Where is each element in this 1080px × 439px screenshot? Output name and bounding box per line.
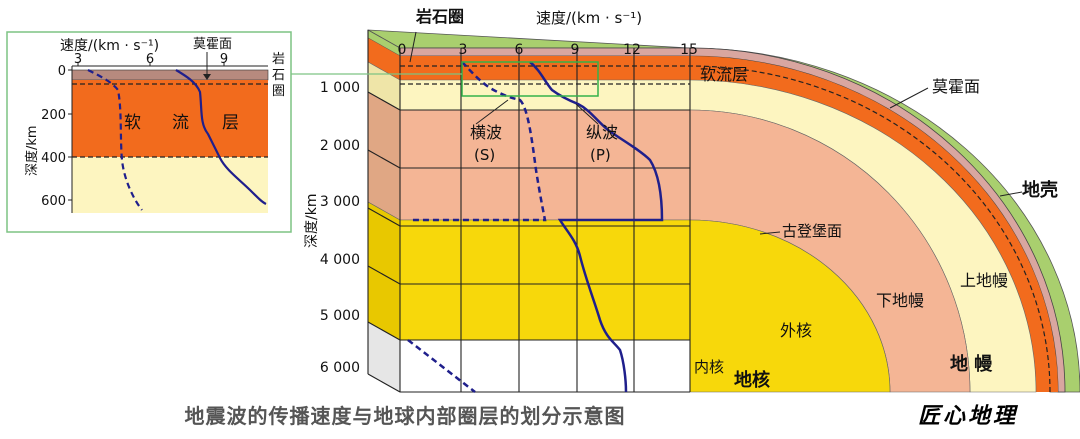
inset-moho-label: 莫霍面: [193, 37, 232, 52]
s-wave-symbol: (S): [474, 146, 495, 164]
outer-core-label: 外核: [780, 321, 812, 340]
inset-speed-tick: 6: [146, 52, 154, 67]
inset-asthenosphere-char: 层: [222, 113, 239, 133]
inset-asthenosphere-band: [72, 80, 268, 157]
p-wave-symbol: (P): [590, 146, 611, 164]
depth-tick: 4 000: [320, 252, 360, 268]
main-depth-axis-label: 深度/km: [304, 194, 320, 248]
depth-tick: 5 000: [320, 308, 360, 324]
inset-depth-tick: 0: [58, 64, 66, 79]
moho-label: 莫霍面: [932, 77, 980, 96]
inset-lithosphere-char: 岩: [272, 52, 285, 67]
speed-tick: 12: [623, 42, 641, 58]
inset-lithosphere-band: [71, 69, 269, 81]
mantle-label: 地 幔: [950, 353, 993, 375]
p-wave-pointer: [575, 103, 599, 125]
inner-core-label: 内核: [694, 358, 724, 376]
depth-tick: 1 000: [320, 80, 360, 96]
main-depth-ticks: 1 000 2 000 3 000 4 000 5 000 6 000: [320, 80, 360, 376]
s-wave-inner-core: [407, 339, 476, 393]
depth-tick: 3 000: [320, 194, 360, 210]
earth-wedge: [270, 29, 1080, 393]
inset-p-wave: [175, 69, 267, 205]
s-wave-label: 横波: [470, 123, 502, 142]
inset-speed-tick: 3: [74, 52, 82, 67]
side-face-asthenosphere: [368, 38, 400, 80]
speed-tick: 6: [515, 42, 524, 58]
upper-mantle-label: 上地幔: [960, 271, 1008, 290]
inset-lithosphere-char: 石: [272, 68, 285, 83]
side-face-lower-mantle: [367, 91, 401, 221]
inset-lithosphere-char: 圈: [272, 84, 285, 99]
inset-speed-tick: 9: [220, 52, 228, 67]
inset-tick-marks: [68, 62, 225, 201]
inset-depth-axis-label: 深度/km: [24, 125, 40, 176]
inset-panel: [6, 31, 292, 233]
gutenberg-label: 古登堡面: [782, 222, 842, 240]
s-wave-pointer: [475, 99, 509, 125]
inset-asthenosphere-char: 流: [172, 113, 189, 133]
p-wave-curve: [529, 61, 664, 393]
speed-tick: 3: [459, 42, 468, 58]
signature-logo: 匠心地理: [918, 403, 1019, 429]
lower-mantle-label: 下地幔: [876, 291, 924, 310]
core-label: 地核: [734, 369, 770, 391]
inset-speed-axis-label: 速度/(km · s⁻¹): [60, 38, 159, 54]
crust-pointer: [999, 191, 1023, 197]
s-wave-curve: [410, 61, 547, 222]
inset-s-wave: [87, 69, 143, 211]
moho-pointer: [889, 87, 929, 109]
main-speed-axis-label: 速度/(km · s⁻¹): [536, 9, 642, 27]
asthenosphere-label: 软流层: [700, 65, 748, 84]
main-speed-ticks: 0 3 6 9 12 15: [398, 42, 698, 58]
depth-tick: 2 000: [320, 138, 360, 154]
speed-tick: 9: [571, 42, 580, 58]
inset-depth-tick: 600: [41, 194, 66, 209]
lithosphere-label: 岩石圈: [415, 7, 464, 26]
inset-moho-arrowhead: [203, 74, 211, 80]
inset-depth-tick: 400: [41, 151, 66, 166]
inset-highlight-box: [461, 61, 599, 97]
moho-dashed-line: [400, 65, 1051, 393]
speed-depth-grid: [367, 30, 691, 393]
depth-tick: 6 000: [320, 360, 360, 376]
p-wave-label: 纵波: [586, 123, 618, 142]
crust-label: 地壳: [1022, 179, 1058, 201]
inset-depth-tick: 200: [41, 108, 66, 123]
speed-tick: 0: [398, 42, 407, 58]
lithosphere-pointer: [409, 31, 417, 63]
outer-core-band: [399, 219, 891, 393]
gutenberg-pointer: [759, 231, 781, 235]
figure-caption: 地震波的传播速度与地球内部圈层的划分示意图: [184, 404, 626, 428]
speed-tick: 15: [680, 42, 698, 58]
inset-asthenosphere-char: 软: [124, 113, 141, 133]
inset-mantle-band: [72, 157, 268, 213]
